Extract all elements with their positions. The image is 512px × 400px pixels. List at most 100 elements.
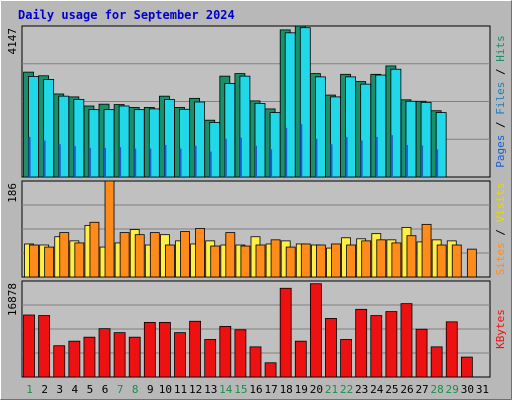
visits-axis-label-sites: Sites: [494, 242, 507, 275]
x-tick-label: 1: [26, 383, 33, 396]
hits-bar-pages: [164, 144, 167, 177]
visits-bar-sites: [406, 235, 417, 278]
x-tick-label: 8: [132, 383, 139, 396]
x-tick-label: 20: [310, 383, 323, 396]
x-tick-label: 30: [461, 383, 474, 396]
visits-bar-sites: [180, 231, 190, 278]
kbytes-bar-kbytes: [53, 345, 66, 378]
hits-bar-pages: [43, 140, 46, 177]
visits-bar-sites: [210, 245, 221, 278]
hits-bar-pages: [375, 136, 378, 177]
kbytes-panel: 16878 KBytes: [6, 280, 507, 378]
hits-bar-files: [299, 27, 311, 178]
hits-bar-pages: [73, 146, 76, 177]
visits-bar-sites: [44, 246, 55, 278]
kbytes-bar-kbytes: [23, 314, 35, 378]
hits-bar-pages: [58, 144, 61, 177]
hits-bar-pages: [179, 148, 182, 177]
visits-bar-sites: [361, 240, 372, 278]
visits-panel: 186 Sites / Visits: [6, 180, 507, 278]
hits-bar-files: [103, 109, 115, 178]
kbytes-bar-kbytes: [38, 315, 51, 378]
hits-bar-pages: [149, 148, 152, 177]
hits-bar-pages: [270, 149, 273, 177]
visits-bar-sites: [119, 232, 130, 278]
kbytes-bar-kbytes: [189, 320, 202, 378]
hits-bar-files: [58, 95, 70, 178]
hits-bar-pages: [360, 140, 363, 177]
hits-bar-files: [148, 108, 160, 178]
hits-panel: 4147 Pages / Files / Hits: [6, 25, 507, 178]
x-tick-label: 29: [446, 383, 459, 396]
kbytes-bar-kbytes: [400, 303, 413, 378]
hits-bar-pages: [255, 145, 257, 177]
hits-bar-files: [194, 101, 206, 178]
hits-bar-files: [239, 75, 251, 178]
kbytes-bar-kbytes: [460, 356, 473, 378]
kbytes-bar-kbytes: [143, 321, 156, 378]
visits-bar-sites: [74, 242, 85, 278]
kbytes-bar-kbytes: [279, 287, 292, 378]
hits-bar-files: [420, 101, 432, 178]
kbytes-bar-kbytes: [294, 340, 307, 378]
x-tick-label: 23: [355, 383, 368, 396]
kbytes-bar-kbytes: [340, 339, 352, 378]
hits-bar-pages: [194, 145, 197, 177]
hits-bar-pages: [134, 148, 137, 177]
hits-bar-files: [209, 121, 221, 178]
x-tick-label: 17: [264, 383, 277, 396]
hits-bar-pages: [209, 151, 212, 177]
hits-bar-files: [330, 96, 341, 178]
hits-bar-pages: [239, 137, 242, 177]
hits-axis-label: Pages / Files / Hits: [494, 35, 507, 168]
visits-bar-sites: [195, 228, 206, 278]
visits-bar-sites: [391, 242, 402, 278]
visits-bar-sites: [451, 244, 462, 278]
visits-bar-sites: [59, 232, 70, 278]
x-tick-label: 21: [325, 383, 338, 396]
hits-bar-pages: [330, 144, 333, 177]
kbytes-bar-kbytes: [219, 325, 232, 378]
kbytes-bar-kbytes: [249, 346, 262, 378]
x-tick-label: 25: [385, 383, 398, 396]
x-tick-label: 18: [280, 383, 293, 396]
kbytes-bar-kbytes: [98, 328, 111, 378]
hits-bar-pages: [345, 136, 348, 177]
visits-bar-sites: [104, 180, 115, 278]
hits-axis-label-separator: /: [494, 62, 507, 82]
hits-bar-pages: [405, 144, 408, 177]
hits-bar-pages: [28, 136, 31, 177]
x-tick-label: 31: [476, 383, 489, 396]
hits-bar-pages: [224, 138, 227, 177]
x-tick-label: 3: [56, 383, 63, 396]
hits-bar-files: [224, 83, 236, 178]
x-tick-label: 22: [340, 383, 353, 396]
x-tick-label: 14: [219, 383, 233, 396]
x-tick-label: 9: [147, 383, 154, 396]
hits-bar-pages: [390, 135, 393, 177]
hits-bar-files: [435, 112, 447, 178]
hits-bar-files: [375, 74, 387, 178]
hits-bar-pages: [421, 145, 424, 177]
hits-axis-label-files: Files: [494, 82, 507, 115]
kbytes-bar-kbytes: [83, 336, 96, 378]
visits-bar-sites: [285, 246, 296, 278]
kbytes-bar-kbytes: [309, 283, 322, 378]
x-tick-label: 4: [72, 383, 79, 396]
hits-bar-files: [269, 112, 281, 178]
visits-bar-sites: [270, 239, 281, 278]
x-tick-label: 16: [249, 383, 262, 396]
kbytes-bar-kbytes: [264, 362, 277, 378]
kbytes-bar-kbytes: [325, 318, 337, 378]
visits-bar-sites: [300, 243, 311, 278]
hits-bar-files: [43, 79, 55, 178]
visits-axis-label: Sites / Visits: [494, 183, 507, 276]
visits-bar-sites: [466, 248, 477, 278]
x-tick-label: 7: [117, 383, 124, 396]
kbytes-bar-kbytes: [159, 321, 171, 378]
x-tick-label: 10: [159, 383, 172, 396]
kbytes-bar-kbytes: [355, 308, 368, 378]
hits-bar-pages: [119, 147, 122, 177]
kbytes-bar-kbytes: [174, 332, 186, 378]
hits-axis-label-pages: Pages: [494, 135, 507, 168]
